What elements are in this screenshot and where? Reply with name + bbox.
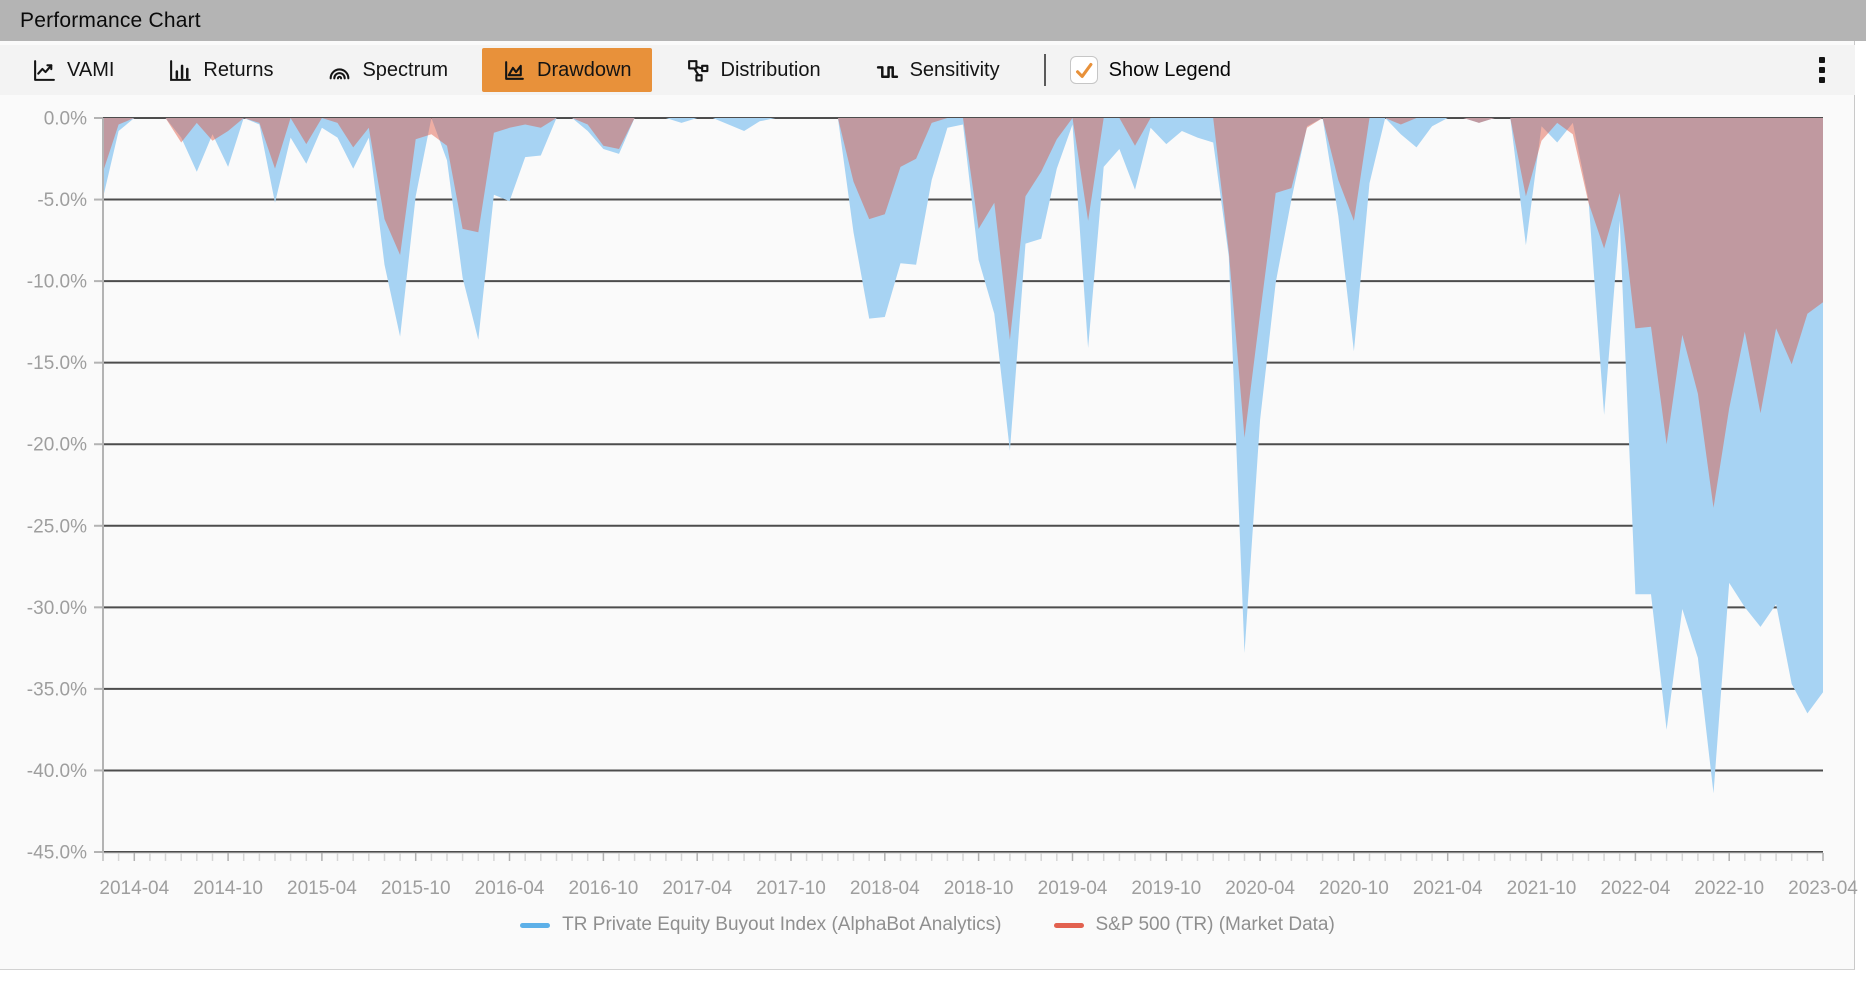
bar-chart-icon — [168, 58, 193, 83]
svg-text:-40.0%: -40.0% — [27, 761, 87, 782]
svg-text:-5.0%: -5.0% — [37, 190, 87, 211]
show-legend-checkbox[interactable] — [1069, 56, 1098, 84]
tab-label: Distribution — [720, 58, 821, 81]
kebab-menu-icon — [1819, 57, 1825, 63]
checkmark-icon — [1073, 59, 1095, 81]
tab-distribution[interactable]: Distribution — [666, 48, 841, 92]
svg-text:-35.0%: -35.0% — [27, 679, 87, 700]
svg-text:2016-10: 2016-10 — [569, 878, 639, 899]
svg-text:-15.0%: -15.0% — [27, 353, 87, 374]
svg-text:2014-10: 2014-10 — [193, 878, 263, 899]
blue-series-dash-icon — [520, 922, 551, 928]
legend-item-series-2: S&P 500 (TR) (Market Data) — [1053, 914, 1335, 936]
svg-text:2018-10: 2018-10 — [944, 878, 1014, 899]
legend-label-series-2: S&P 500 (TR) (Market Data) — [1095, 914, 1335, 935]
x-axis-ticks — [102, 852, 1824, 861]
svg-text:-45.0%: -45.0% — [27, 843, 87, 864]
show-legend-label: Show Legend — [1108, 58, 1231, 81]
svg-text:2015-10: 2015-10 — [381, 878, 451, 899]
svg-text:2022-04: 2022-04 — [1601, 878, 1671, 899]
svg-text:2014-04: 2014-04 — [99, 878, 169, 899]
svg-text:2020-04: 2020-04 — [1225, 878, 1295, 899]
svg-text:-25.0%: -25.0% — [27, 516, 87, 537]
svg-text:2020-10: 2020-10 — [1319, 878, 1389, 899]
tab-label: Spectrum — [362, 58, 449, 81]
legend-label-series-1: TR Private Equity Buyout Index (AlphaBot… — [562, 914, 1002, 935]
legend-item-series-1: TR Private Equity Buyout Index (AlphaBot… — [520, 914, 1002, 936]
x-axis-labels: 2014-04 2014-10 2015-04 2015-10 2016-04 2016-… — [99, 878, 1858, 899]
spectrum-arcs-icon — [327, 58, 352, 83]
tab-label: Sensitivity — [909, 58, 1000, 81]
tab-sensitivity[interactable]: Sensitivity — [855, 48, 1020, 92]
svg-text:2023-04: 2023-04 — [1788, 878, 1858, 899]
window-titlebar: Performance Chart — [0, 0, 1866, 41]
overflow-menu-button[interactable] — [1815, 53, 1829, 87]
y-axis-labels: 0.0% -5.0% -10.0% -15.0% -20.0% -25.0% -30.0% -… — [27, 109, 87, 864]
branch-nodes-icon — [686, 58, 711, 83]
tab-spectrum[interactable]: Spectrum — [307, 48, 468, 92]
svg-text:2019-04: 2019-04 — [1038, 878, 1108, 899]
svg-text:2017-04: 2017-04 — [662, 878, 732, 899]
page-title: Performance Chart — [20, 8, 201, 32]
pulse-wave-icon — [875, 58, 900, 83]
tab-vami[interactable]: VAMI — [12, 48, 134, 92]
svg-text:2015-04: 2015-04 — [287, 878, 357, 899]
chart-legend: TR Private Equity Buyout Index (AlphaBot… — [0, 914, 1855, 936]
svg-text:-10.0%: -10.0% — [27, 272, 87, 293]
svg-text:2022-10: 2022-10 — [1694, 878, 1764, 899]
chart-toolbar: VAMI Returns Spectrum Drawdown Distribut… — [0, 45, 1855, 95]
line-chart-icon — [32, 58, 57, 83]
svg-text:-30.0%: -30.0% — [27, 598, 87, 619]
series-areas — [103, 118, 1823, 794]
tab-returns[interactable]: Returns — [148, 48, 293, 92]
svg-text:2019-10: 2019-10 — [1131, 878, 1201, 899]
gridlines — [103, 117, 1823, 853]
area-chart-icon — [502, 58, 527, 83]
tab-label: Drawdown — [537, 58, 632, 81]
red-series-dash-icon — [1053, 922, 1084, 928]
y-axis-ticks — [94, 117, 103, 853]
tab-label: Returns — [203, 58, 274, 81]
svg-text:0.0%: 0.0% — [44, 109, 87, 130]
tab-label: VAMI — [67, 58, 115, 81]
svg-text:2018-04: 2018-04 — [850, 878, 920, 899]
tab-drawdown[interactable]: Drawdown — [482, 48, 652, 92]
svg-text:2021-10: 2021-10 — [1507, 878, 1577, 899]
svg-text:2021-04: 2021-04 — [1413, 878, 1483, 899]
toolbar-divider — [1043, 54, 1046, 86]
svg-text:-20.0%: -20.0% — [27, 435, 87, 456]
svg-text:2016-04: 2016-04 — [475, 878, 545, 899]
svg-text:2017-10: 2017-10 — [756, 878, 826, 899]
